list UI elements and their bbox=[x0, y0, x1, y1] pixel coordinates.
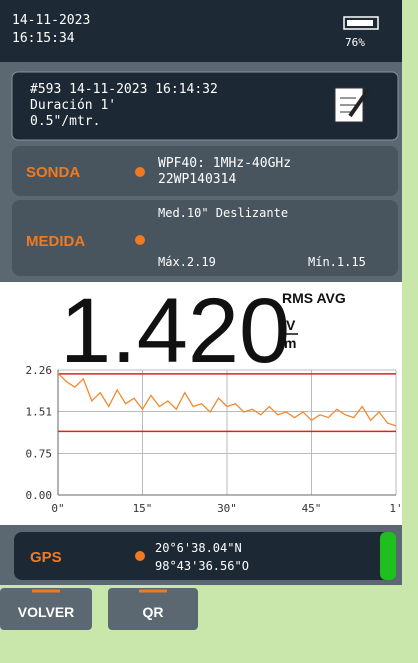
button-label[interactable]: VOLVER bbox=[18, 604, 75, 620]
gps-lat: 20°6'38.04"N bbox=[155, 541, 242, 555]
time: 16:15:34 bbox=[12, 31, 75, 46]
record-line: #593 14-11-2023 16:14:32 bbox=[30, 82, 218, 97]
y-tick-label: 0.00 bbox=[26, 489, 53, 502]
probe-panel bbox=[12, 146, 398, 196]
edit-icon[interactable] bbox=[334, 87, 370, 123]
y-tick-label: 2.26 bbox=[26, 364, 53, 377]
battery-text: 76% bbox=[345, 36, 365, 49]
x-tick-label: 30" bbox=[217, 502, 237, 515]
probe-label: SONDA bbox=[26, 164, 80, 181]
gps-status bbox=[380, 532, 396, 580]
button-qr[interactable]: QR bbox=[108, 588, 198, 630]
date: 14-11-2023 bbox=[12, 13, 90, 28]
unit-denominator: m bbox=[284, 335, 296, 351]
record-line: Duración 1' bbox=[30, 98, 116, 113]
gps-panel bbox=[14, 532, 396, 580]
bullet bbox=[135, 551, 145, 561]
unit-numerator: V bbox=[286, 317, 296, 333]
y-tick-label: 1.51 bbox=[26, 405, 53, 418]
measure-min: Mín.1.15 bbox=[308, 255, 366, 269]
measure-panel bbox=[12, 200, 398, 276]
x-tick-label: 1' bbox=[389, 502, 402, 515]
header-bar bbox=[0, 0, 402, 62]
button-back[interactable]: VOLVER bbox=[0, 588, 92, 630]
data-line bbox=[57, 372, 397, 427]
gps-lon: 98°43'36.56"O bbox=[155, 559, 249, 573]
bullet bbox=[135, 167, 145, 177]
reading-value: 1.420 bbox=[60, 280, 290, 382]
x-tick-label: 0" bbox=[51, 502, 64, 515]
x-tick-label: 45" bbox=[302, 502, 322, 515]
button-label[interactable]: QR bbox=[143, 604, 164, 620]
measure-max: Máx.2.19 bbox=[158, 255, 216, 269]
record-panel bbox=[11, 71, 399, 141]
probe-line: 22WP140314 bbox=[158, 172, 236, 187]
y-tick-label: 0.75 bbox=[26, 448, 53, 461]
reading-mode: RMS AVG bbox=[282, 290, 346, 306]
measure-mode: Med.10" Deslizante bbox=[158, 206, 288, 220]
bullet bbox=[135, 235, 145, 245]
measure-label: MEDIDA bbox=[26, 233, 85, 250]
gps-label: GPS bbox=[30, 549, 62, 566]
probe-line: WPF40: 1MHz-40GHz bbox=[158, 156, 291, 171]
record-line: 0.5"/mtr. bbox=[30, 114, 100, 129]
battery-level bbox=[347, 20, 373, 26]
x-tick-label: 15" bbox=[133, 502, 153, 515]
battery-icon bbox=[343, 16, 379, 30]
